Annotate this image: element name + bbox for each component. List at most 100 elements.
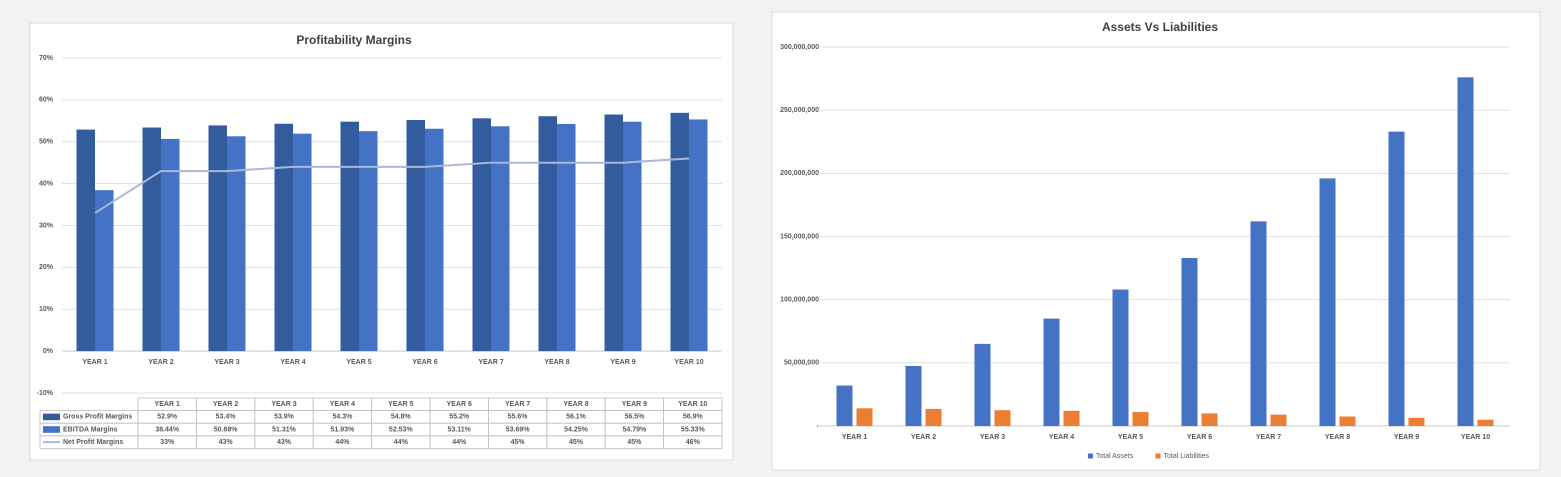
table-value: 51.93% [331, 426, 356, 433]
x-tick-label: YEAR 6 [1187, 434, 1212, 441]
table-header: YEAR 4 [330, 401, 355, 408]
x-tick-label: YEAR 10 [674, 359, 703, 366]
bar [925, 408, 942, 426]
x-tick-label: YEAR 4 [280, 359, 305, 366]
chart-title: Profitability Margins [296, 33, 412, 47]
bar [1112, 289, 1129, 426]
table-value: 53.11% [448, 426, 472, 433]
bar [142, 127, 161, 352]
table-header: YEAR 1 [155, 401, 180, 408]
y-tick-label: 150,000,000 [780, 233, 819, 240]
table-value: 44% [452, 439, 467, 446]
bar [1063, 410, 1080, 426]
bar [406, 119, 425, 352]
legend-label: EBITDA Margins [63, 426, 118, 433]
table-value: 45% [627, 439, 642, 446]
y-tick-label: 50,000,000 [784, 360, 819, 367]
table-value: 44% [394, 439, 409, 446]
table-value: 55.33% [681, 426, 706, 433]
y-tick-label: 50% [39, 139, 54, 146]
line [94, 157, 690, 214]
bar [623, 121, 642, 352]
bar [1043, 318, 1060, 426]
x-tick-label: YEAR 8 [544, 359, 569, 366]
x-tick-label: YEAR 5 [346, 359, 371, 366]
x-tick-label: YEAR 3 [980, 434, 1005, 441]
bar [1408, 417, 1425, 426]
bar [604, 114, 623, 352]
table-value: 38.44% [155, 426, 180, 433]
bar [1250, 221, 1267, 426]
table-value: 56.9% [683, 414, 704, 421]
bar [1319, 178, 1336, 426]
legend-label: Total Assets [1096, 453, 1134, 460]
table-header: YEAR 5 [388, 401, 413, 408]
x-tick-label: YEAR 6 [412, 359, 437, 366]
table-value: 53.4% [216, 414, 237, 421]
table-value: 45% [569, 439, 584, 446]
x-tick-label: YEAR 2 [148, 359, 173, 366]
bar [227, 136, 246, 352]
y-tick-label: 100,000,000 [780, 297, 819, 304]
bar [994, 410, 1011, 426]
table-value: 56.5% [624, 414, 645, 421]
x-tick-label: YEAR 7 [478, 359, 503, 366]
table-value: 54.8% [391, 414, 412, 421]
legend-label: Total Liabilities [1164, 453, 1210, 460]
bar [689, 119, 708, 352]
bar [95, 190, 114, 352]
bar [557, 123, 576, 352]
x-tick-label: YEAR 1 [82, 359, 107, 366]
bar [340, 121, 359, 352]
legend-key [43, 426, 60, 433]
bar [1201, 413, 1218, 426]
table-value: 52.53% [389, 426, 414, 433]
bar [293, 133, 312, 352]
x-tick-label: YEAR 4 [1049, 434, 1074, 441]
table-value: 46% [686, 439, 701, 446]
x-tick-label: YEAR 7 [1256, 434, 1281, 441]
table-value: 53.9% [274, 414, 295, 421]
table-value: 52.9% [157, 414, 178, 421]
x-tick-label: YEAR 10 [1461, 434, 1490, 441]
y-tick-label: 300,000,000 [780, 44, 819, 51]
table-value: 56.1% [566, 414, 587, 421]
y-tick-label: 30% [39, 222, 54, 229]
table-value: 43% [219, 439, 234, 446]
y-tick-label: 60% [39, 97, 54, 104]
bar [1181, 257, 1198, 426]
table-value: 54.3% [332, 414, 353, 421]
table-cell [663, 435, 723, 449]
table-value: 45% [511, 439, 526, 446]
y-tick-label: 0% [43, 348, 54, 355]
x-tick-label: YEAR 9 [610, 359, 635, 366]
table-header: YEAR 7 [505, 401, 530, 408]
y-tick-label: 70% [39, 55, 54, 62]
bar [274, 123, 293, 352]
bar [670, 112, 689, 352]
table-value: 55.2% [449, 414, 470, 421]
table-value: 43% [277, 439, 292, 446]
bar [1339, 416, 1356, 426]
table-value: 54.25% [564, 426, 589, 433]
x-tick-label: YEAR 5 [1118, 434, 1143, 441]
table-value: 51.31% [272, 426, 297, 433]
panel [771, 11, 1541, 471]
table-header: YEAR 8 [563, 401, 588, 408]
x-tick-label: YEAR 2 [911, 434, 936, 441]
bar [491, 126, 510, 352]
legend-label: Gross Profit Margins [63, 414, 132, 421]
bar [1132, 412, 1149, 426]
y-tick-label: 10% [39, 306, 54, 313]
y-tick-label: -10% [37, 390, 54, 397]
y-tick-label: - [817, 423, 820, 430]
table-value: 53.69% [506, 426, 531, 433]
bar [1388, 131, 1405, 427]
table-header: YEAR 6 [447, 401, 472, 408]
bar [856, 408, 873, 426]
table-header: YEAR 9 [622, 401, 647, 408]
bar [1457, 77, 1474, 426]
table-value: 55.6% [508, 414, 529, 421]
x-tick-label: YEAR 8 [1325, 434, 1350, 441]
bar [161, 138, 180, 352]
